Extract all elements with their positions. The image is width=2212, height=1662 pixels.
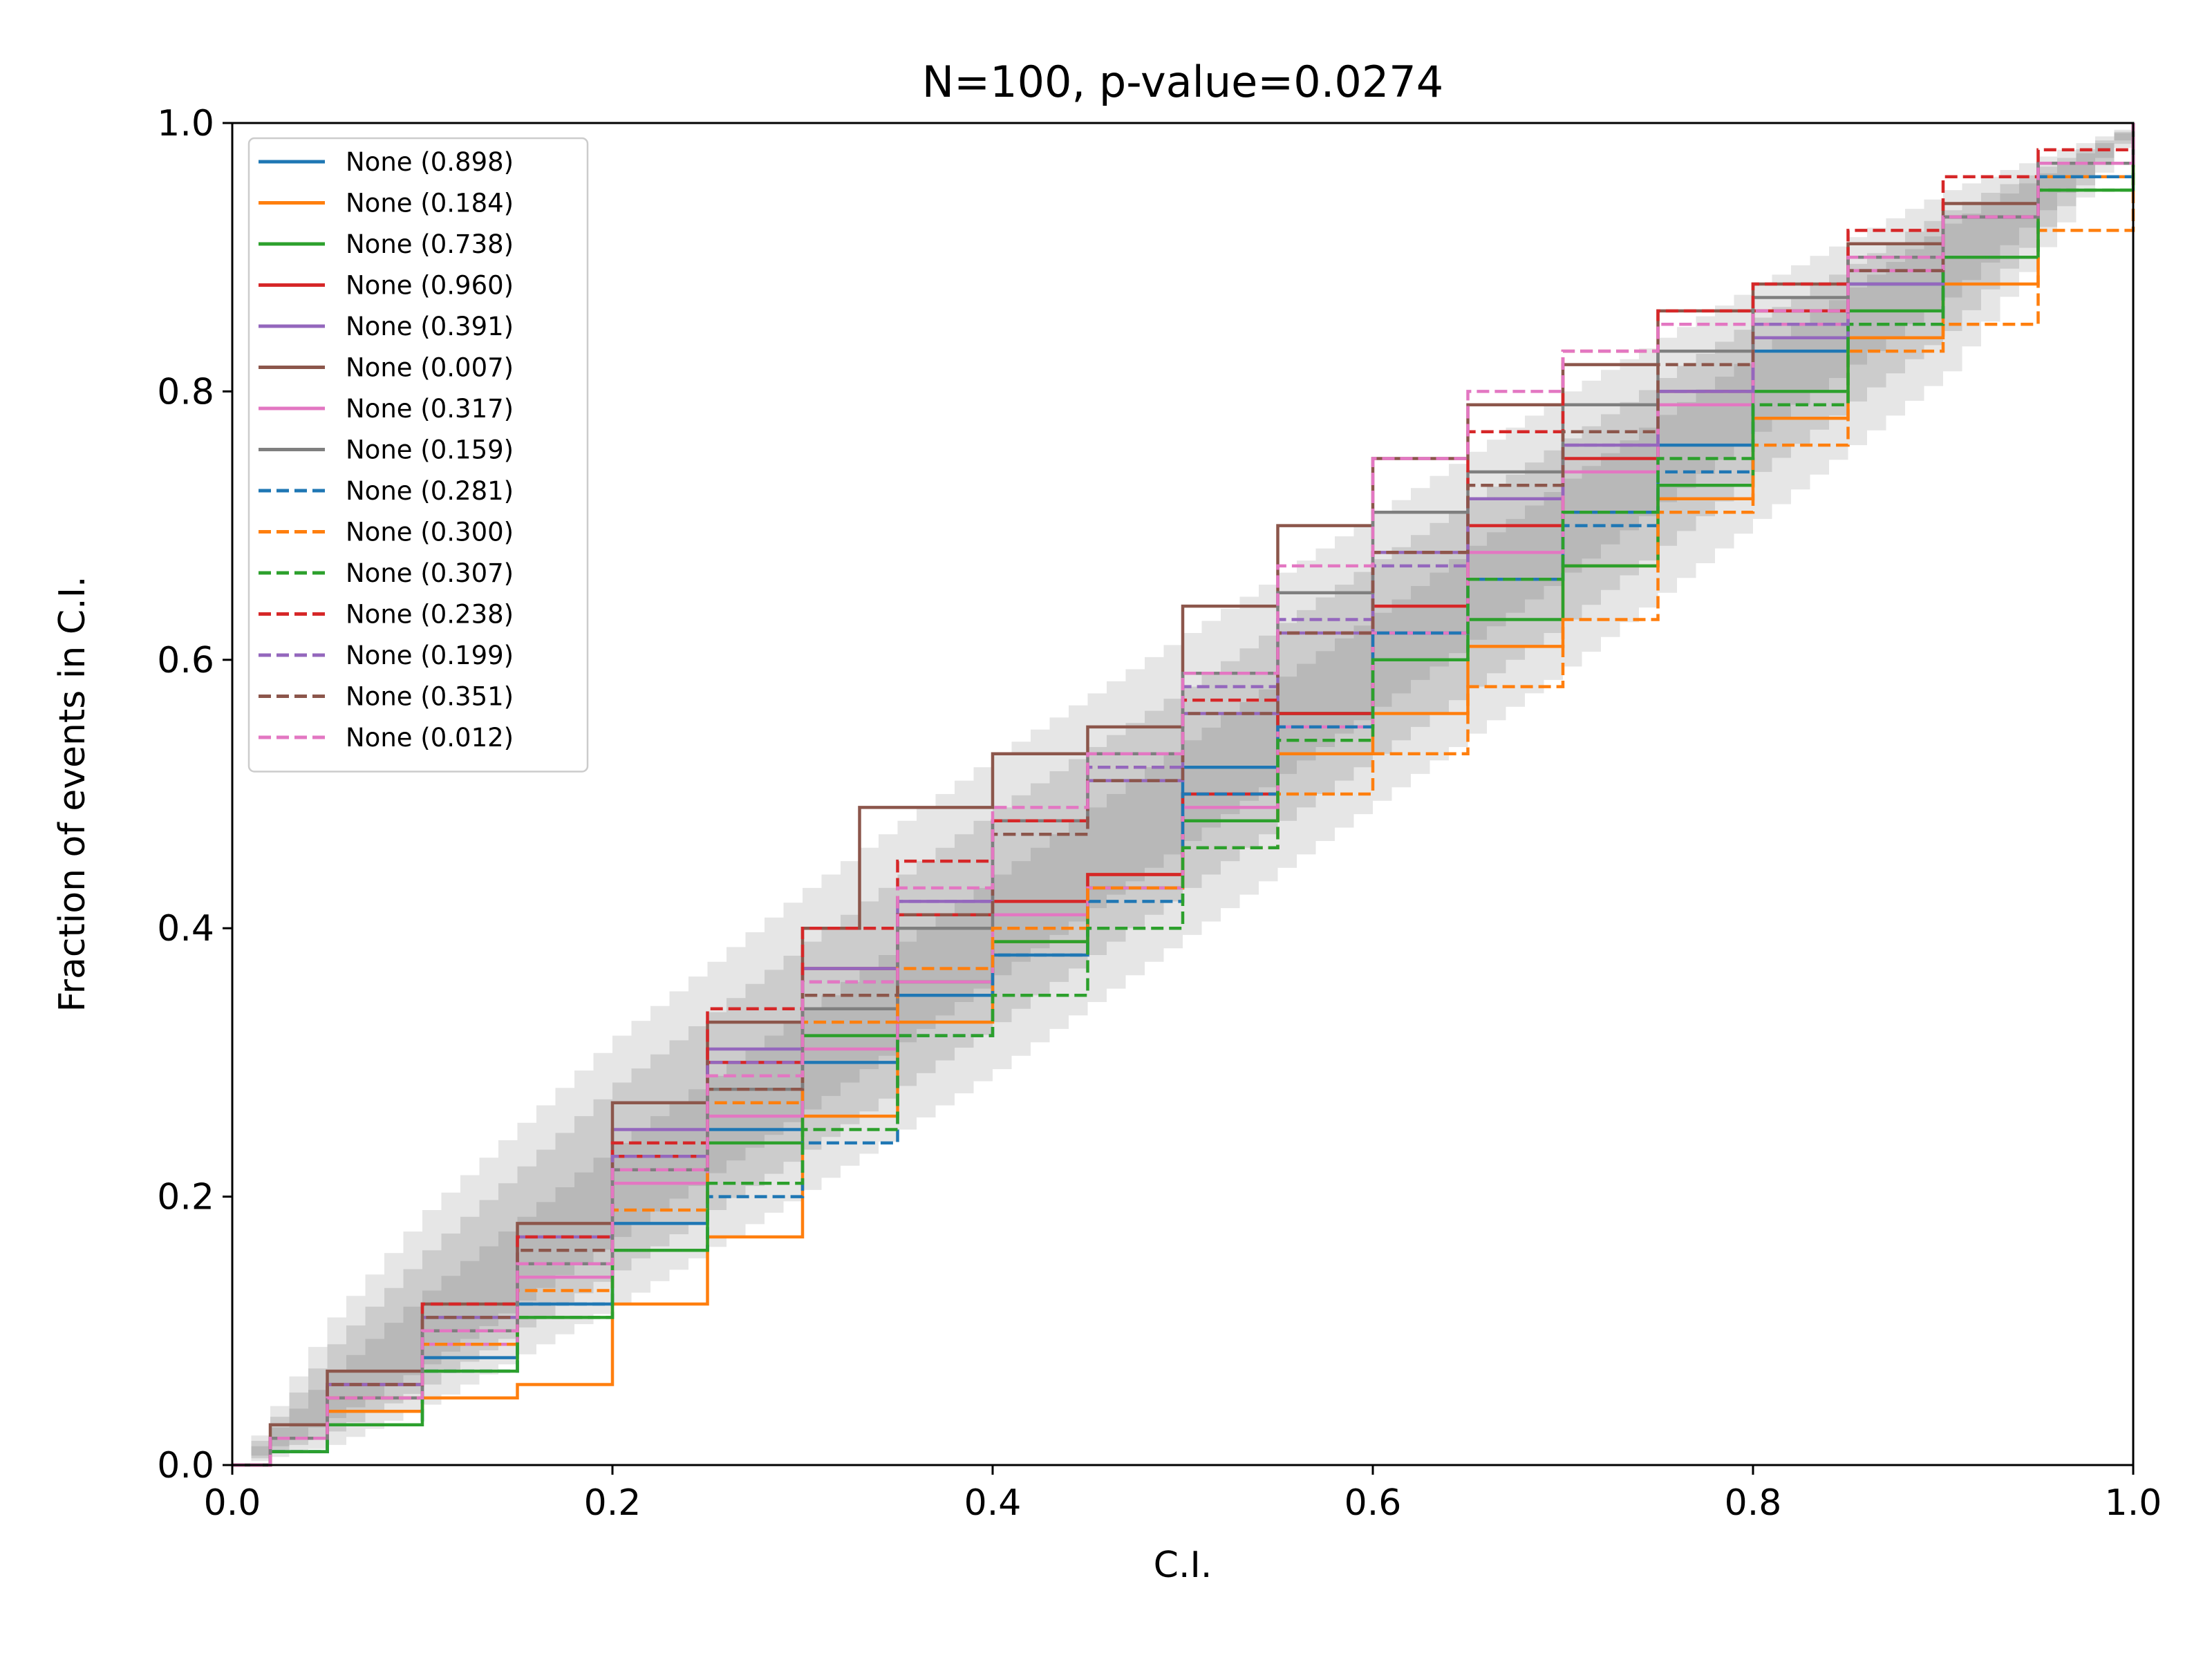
legend-label: None (0.281) (346, 476, 514, 506)
x-tick-label: 0.2 (584, 1482, 641, 1524)
legend-label: None (0.007) (346, 353, 514, 383)
legend: None (0.898) None (0.184) None (0.738) None… (247, 137, 589, 773)
legend-label: None (0.307) (346, 558, 514, 588)
series-line-11 (232, 123, 2135, 1467)
y-tick-label: 0.2 (157, 1177, 214, 1218)
x-axis-label: C.I. (1154, 1545, 1212, 1586)
legend-label: None (0.391) (346, 312, 514, 341)
legend-label: None (0.199) (346, 641, 514, 670)
y-tick-label: 0.6 (157, 640, 214, 681)
y-tick-label: 1.0 (157, 103, 214, 144)
x-tick-label: 0.0 (204, 1482, 261, 1524)
legend-label: None (0.898) (346, 147, 514, 177)
legend-label: None (0.351) (346, 682, 514, 712)
x-tick-label: 0.6 (1344, 1482, 1402, 1524)
x-tick-label: 1.0 (2105, 1482, 2162, 1524)
series-line-15 (232, 123, 2135, 1467)
legend-box (247, 137, 589, 773)
x-tick-label: 0.8 (1725, 1482, 1782, 1524)
legend-label: None (0.159) (346, 435, 514, 465)
y-axis: 0.0 0.2 0.4 0.6 0.8 1.0 (157, 103, 232, 1486)
y-axis-label: Fraction of events in C.I. (52, 576, 93, 1012)
chart-title: N=100, p-value=0.0274 (922, 57, 1443, 107)
y-tick-label: 0.8 (157, 371, 214, 413)
legend-label: None (0.012) (346, 723, 514, 753)
x-axis: 0.0 0.2 0.4 0.6 0.8 1.0 (204, 1465, 2162, 1524)
axes-frame (231, 122, 2135, 1466)
legend-label: None (0.317) (346, 394, 514, 424)
legend-label: None (0.738) (346, 229, 514, 259)
legend-label: None (0.300) (346, 518, 514, 547)
legend-label: None (0.960) (346, 271, 514, 301)
y-tick-label: 0.0 (157, 1445, 214, 1486)
y-tick-label: 0.4 (157, 908, 214, 950)
legend-label: None (0.238) (346, 600, 514, 630)
legend-label: None (0.184) (346, 189, 514, 218)
series-group (232, 123, 2135, 1467)
x-tick-label: 0.4 (964, 1482, 1022, 1524)
